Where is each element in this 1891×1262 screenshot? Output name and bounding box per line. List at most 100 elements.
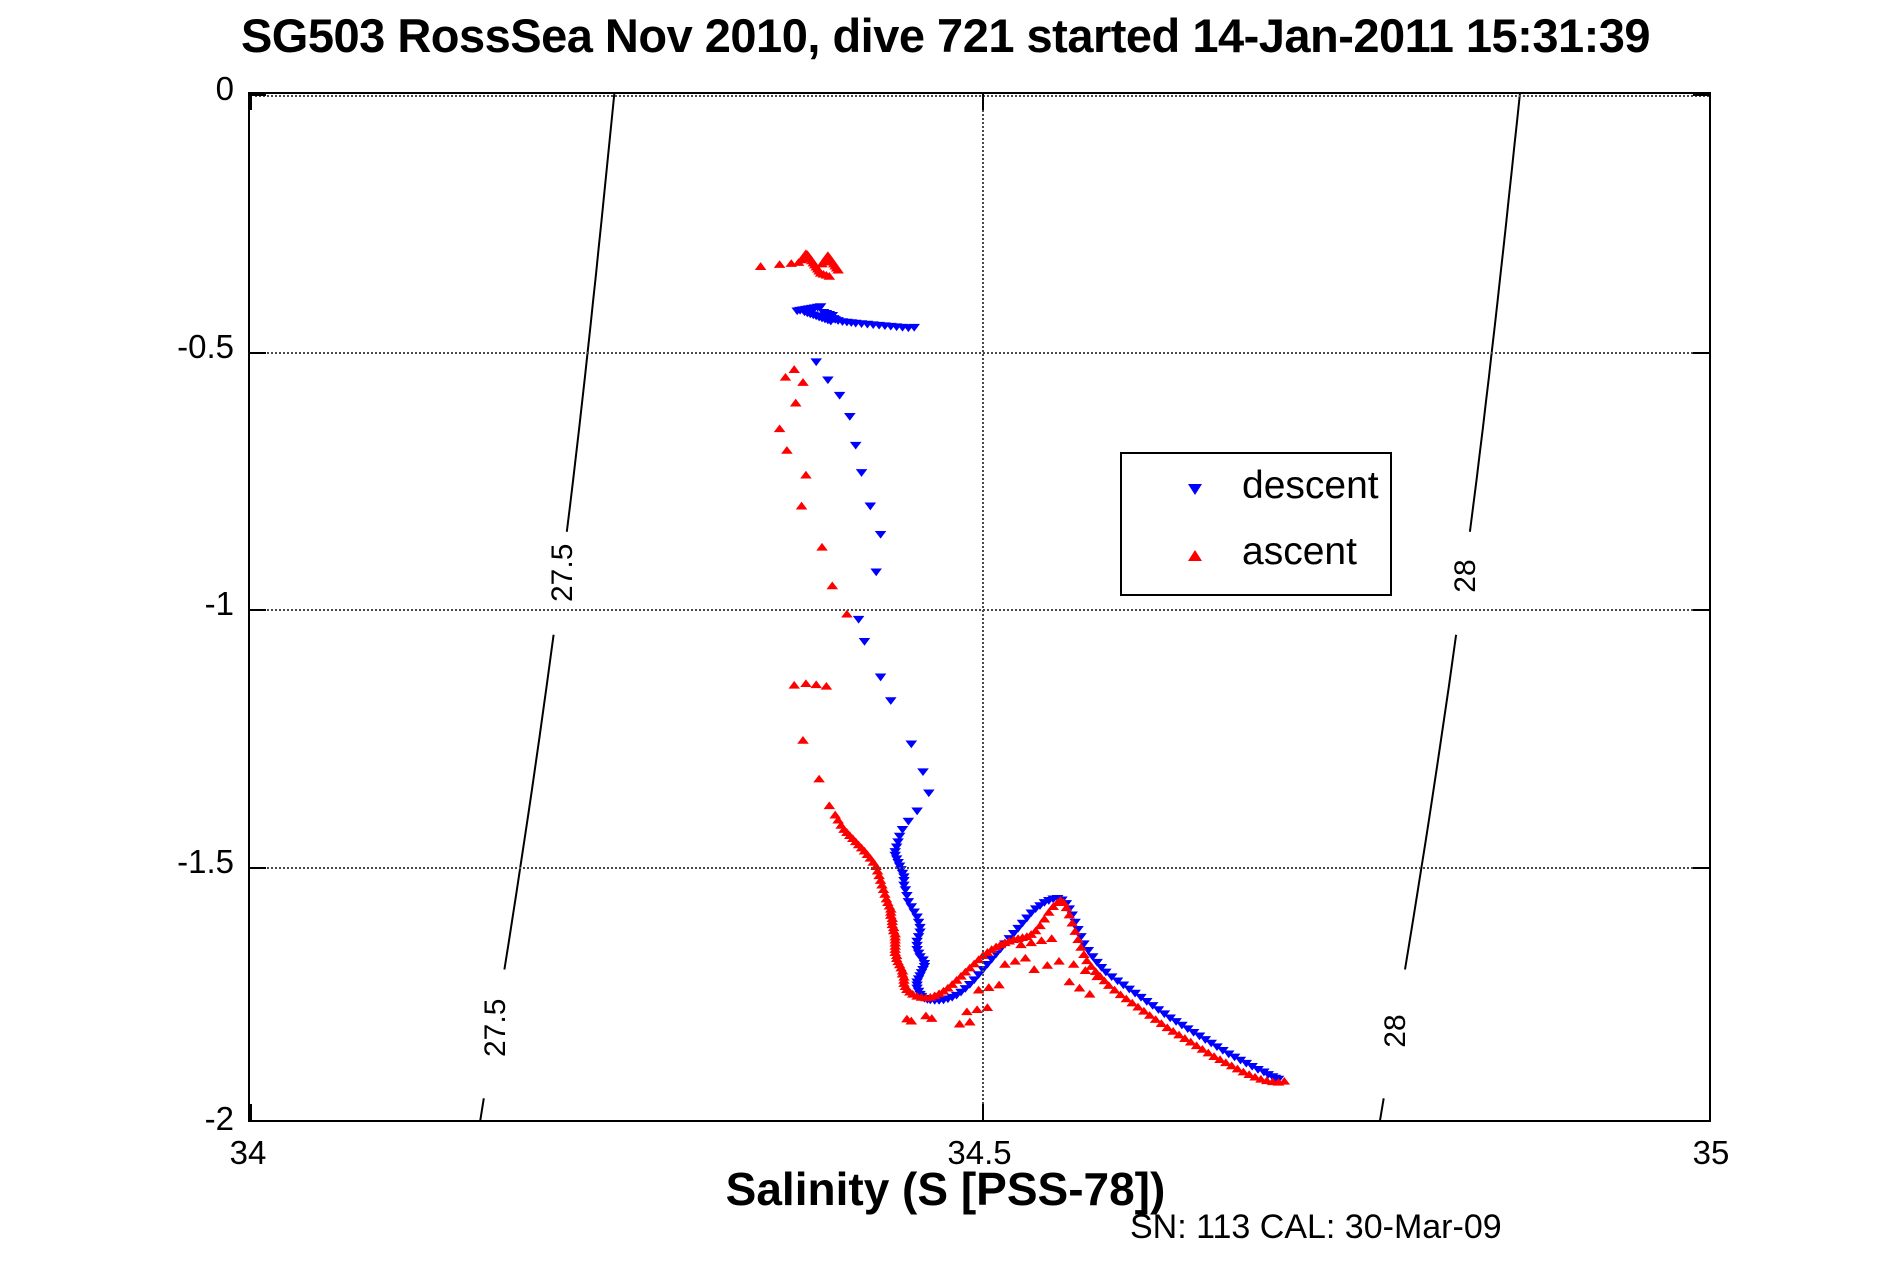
data-point xyxy=(907,989,919,998)
data-point xyxy=(832,815,844,824)
legend-entry-descent[interactable]: descent xyxy=(1122,464,1390,518)
data-point xyxy=(826,312,839,320)
data-point xyxy=(1176,1021,1188,1030)
data-point xyxy=(1054,896,1067,904)
data-point xyxy=(849,441,862,450)
data-point xyxy=(1173,1030,1185,1039)
data-point xyxy=(1012,934,1024,943)
data-point xyxy=(1237,1067,1250,1076)
data-point xyxy=(911,807,923,816)
data-point xyxy=(824,317,837,326)
data-point xyxy=(805,304,818,313)
data-point xyxy=(1060,903,1073,912)
gridline-horizontal xyxy=(250,866,1709,869)
data-point xyxy=(896,969,909,978)
y-tick-label: 0 xyxy=(215,70,234,107)
data-point xyxy=(1038,914,1051,923)
y-tick xyxy=(250,94,266,96)
data-point xyxy=(920,1011,932,1020)
data-point xyxy=(792,258,805,266)
data-point xyxy=(896,826,909,834)
data-point xyxy=(1231,1064,1244,1073)
data-point xyxy=(918,962,931,971)
data-point xyxy=(1255,1074,1267,1083)
contour-label: 27.5 xyxy=(545,543,580,604)
y-tick xyxy=(250,609,266,611)
data-point xyxy=(849,319,862,328)
data-point xyxy=(937,996,950,1005)
data-point xyxy=(911,946,923,954)
data-point xyxy=(1120,994,1133,1003)
data-point xyxy=(971,1005,983,1014)
data-point xyxy=(852,840,865,849)
data-point xyxy=(924,996,937,1005)
data-point xyxy=(1029,905,1042,914)
data-point xyxy=(959,985,972,993)
data-point xyxy=(871,866,884,875)
data-point xyxy=(1269,1074,1282,1083)
data-point xyxy=(795,501,808,510)
data-point xyxy=(968,976,980,985)
data-point xyxy=(896,966,909,975)
gridline-horizontal xyxy=(250,351,1709,354)
data-point xyxy=(1258,1068,1270,1077)
data-point xyxy=(914,972,926,981)
legend-box[interactable]: descent ascent xyxy=(1120,452,1392,596)
data-point xyxy=(1003,935,1016,943)
data-point xyxy=(828,315,840,323)
data-point xyxy=(889,941,901,950)
data-point xyxy=(964,1017,976,1026)
data-point xyxy=(981,960,994,969)
data-point xyxy=(823,801,836,810)
data-point xyxy=(1126,998,1139,1007)
data-point xyxy=(788,680,800,689)
data-point xyxy=(1089,967,1102,975)
x-tick-label: 34 xyxy=(229,1134,267,1171)
data-point xyxy=(1034,921,1046,930)
triangle-up-icon xyxy=(1188,550,1202,561)
plot-axes: 27.5 27.5 28 28 xyxy=(248,92,1711,1122)
x-tick-top xyxy=(981,94,984,110)
data-point xyxy=(901,891,913,900)
data-point xyxy=(828,259,840,268)
data-point xyxy=(903,987,916,996)
data-point xyxy=(946,993,958,1002)
data-point xyxy=(1190,1041,1203,1050)
data-point xyxy=(754,262,767,270)
data-point xyxy=(1152,1006,1165,1014)
data-point xyxy=(803,252,815,261)
data-point xyxy=(832,265,844,274)
data-point xyxy=(1075,933,1087,941)
data-point xyxy=(890,954,903,963)
data-point xyxy=(981,948,994,956)
data-point xyxy=(838,825,850,833)
data-point xyxy=(798,308,811,317)
data-point xyxy=(1078,950,1090,958)
data-point xyxy=(867,321,880,330)
y-tick-label: -1 xyxy=(204,585,234,622)
legend-entry-ascent[interactable]: ascent xyxy=(1122,530,1390,584)
data-point xyxy=(902,817,915,826)
x-tick-top xyxy=(250,94,252,110)
data-point xyxy=(1098,976,1111,985)
data-point xyxy=(1094,971,1106,980)
data-point xyxy=(898,979,910,987)
data-point xyxy=(937,986,950,995)
data-point xyxy=(898,873,910,882)
data-point xyxy=(1158,1010,1171,1019)
data-point xyxy=(918,959,931,968)
data-point xyxy=(1082,947,1095,955)
data-point xyxy=(808,260,821,269)
data-point xyxy=(899,982,912,990)
data-point xyxy=(1234,1056,1247,1065)
data-point xyxy=(1047,895,1060,904)
data-point xyxy=(890,323,903,332)
plot-area: 27.5 27.5 28 28 xyxy=(250,94,1709,1120)
data-point xyxy=(885,911,897,919)
data-point xyxy=(884,904,897,913)
data-point xyxy=(889,948,901,956)
data-point xyxy=(1155,1019,1168,1027)
data-point xyxy=(841,609,853,618)
data-point xyxy=(810,680,822,689)
data-point xyxy=(1021,932,1033,940)
